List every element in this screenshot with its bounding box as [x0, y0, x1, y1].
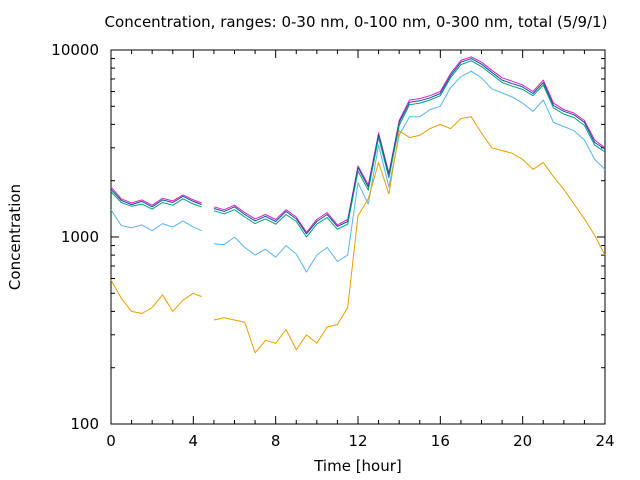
y-tick-label: 10000 — [51, 41, 99, 59]
plot-frame — [110, 49, 606, 425]
x-tick-label: 8 — [271, 432, 281, 450]
y-axis-label: Concentration — [6, 184, 24, 290]
x-tick-label: 20 — [513, 432, 532, 450]
series-line-2 — [110, 58, 606, 235]
series-line-1 — [110, 56, 606, 233]
minor-ticks — [111, 58, 605, 369]
x-ticks: 0 4 8 12 16 20 24 — [106, 50, 615, 450]
y-tick-label: 1000 — [61, 228, 99, 246]
series-lines — [110, 56, 606, 354]
chart-title: Concentration, ranges: 0-30 nm, 0-100 nm… — [105, 13, 608, 31]
x-tick-label: 12 — [348, 432, 367, 450]
y-ticks: 100 1000 10000 — [51, 41, 605, 433]
y-tick-label: 100 — [70, 415, 99, 433]
x-tick-label: 16 — [431, 432, 450, 450]
x-tick-label: 24 — [595, 432, 614, 450]
x-axis-label: Time [hour] — [313, 457, 402, 475]
series-line-3 — [110, 60, 606, 238]
series-line-4 — [110, 70, 606, 273]
x-tick-label: 4 — [189, 432, 199, 450]
series-line-5 — [110, 116, 606, 354]
x-tick-label: 0 — [106, 432, 116, 450]
